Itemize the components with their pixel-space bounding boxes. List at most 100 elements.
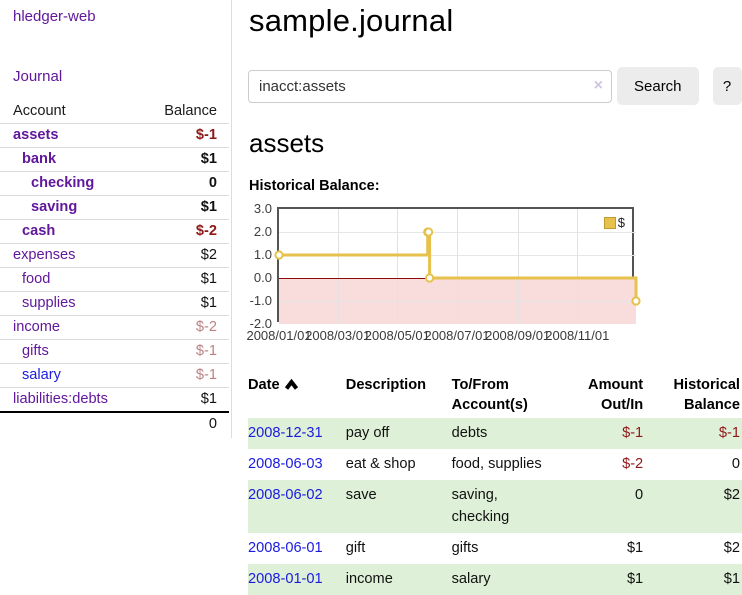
cell-description: gift <box>346 533 452 564</box>
gridline <box>457 209 458 324</box>
cell-balance-text: 0 <box>731 456 740 472</box>
transaction-date-link[interactable]: 2008-06-01 <box>248 540 323 556</box>
cell-description-text: pay off <box>345 425 390 441</box>
help-button[interactable]: ? <box>712 67 742 105</box>
search-input[interactable] <box>248 69 612 103</box>
account-row: checking 0 <box>0 171 229 195</box>
sidebar-divider <box>231 0 232 438</box>
account-tree-header: Account Balance <box>0 100 229 123</box>
account-balance: $-1 <box>195 127 217 143</box>
gridline <box>279 301 636 302</box>
account-balance: 0 <box>208 175 217 191</box>
register-row: 2008-01-01 income salary $1 $1 <box>248 564 742 595</box>
cell-amount: $1 <box>556 533 645 564</box>
cell-amount-text: $1 <box>626 571 644 587</box>
gridline <box>577 209 578 324</box>
cell-amount: $-1 <box>556 418 645 449</box>
cell-amount-text: $-2 <box>622 456 644 472</box>
account-link[interactable]: salary <box>22 367 61 383</box>
y-axis-label: 3.0 <box>253 201 272 216</box>
account-link[interactable]: food <box>22 271 51 287</box>
transaction-date-link[interactable]: 2008-01-01 <box>248 571 323 587</box>
column-header-amount: Amount Out/In <box>588 377 644 413</box>
column-header-date[interactable]: Date <box>248 373 346 418</box>
cell-amount: 0 <box>556 480 645 533</box>
account-link[interactable]: supplies <box>22 295 76 311</box>
account-link[interactable]: income <box>13 319 61 335</box>
cell-balance-text: $-1 <box>718 425 740 441</box>
account-heading: assets <box>249 128 325 158</box>
y-axis-label: 2.0 <box>253 224 272 239</box>
data-point-marker <box>425 273 435 283</box>
cell-date: 2008-01-01 <box>248 564 346 595</box>
column-header-balance: Historical Balance <box>673 377 740 413</box>
cell-accounts: gifts <box>452 533 557 564</box>
balance-line-series <box>274 227 641 306</box>
account-row: income $-2 <box>0 315 229 339</box>
x-axis-label: 2008/05/01 <box>364 328 430 343</box>
account-balance: $1 <box>200 271 217 287</box>
transaction-date-link[interactable]: 2008-06-02 <box>248 487 323 503</box>
register-row: 2008-06-02 save saving, checking 0 $2 <box>248 480 742 533</box>
register-row: 2008-06-03 eat & shop food, supplies $-2 0 <box>248 449 742 480</box>
account-balance: $1 <box>200 151 217 167</box>
account-link[interactable]: assets <box>13 127 59 143</box>
chart-plot: $ <box>274 207 641 324</box>
cell-balance: $1 <box>645 564 742 595</box>
gridline <box>397 209 398 324</box>
transaction-date-link[interactable]: 2008-12-31 <box>248 425 323 441</box>
x-axis-label: 2008/09/01 <box>485 328 551 343</box>
main-content: sample.journal × Search ? assets Histori… <box>246 0 742 595</box>
cell-date: 2008-06-03 <box>248 449 346 480</box>
account-row: saving $1 <box>0 195 229 219</box>
cell-accounts-text: saving, checking <box>451 487 510 525</box>
cell-balance: 0 <box>645 449 742 480</box>
balance-column-header: Balance <box>164 103 217 119</box>
account-link[interactable]: gifts <box>22 343 49 359</box>
account-row: supplies $1 <box>0 291 229 315</box>
cell-description-text: income <box>345 571 393 587</box>
x-axis-label: 2008/07/01 <box>424 328 490 343</box>
account-link[interactable]: liabilities:debts <box>13 391 108 407</box>
cell-amount-text: $-1 <box>622 425 644 441</box>
account-balance: $1 <box>200 199 217 215</box>
account-link[interactable]: expenses <box>13 247 76 263</box>
total-balance: 0 <box>208 416 217 432</box>
cell-accounts: food, supplies <box>452 449 557 480</box>
account-balance: $-2 <box>195 223 217 239</box>
app-brand-link[interactable]: hledger-web <box>13 8 96 25</box>
cell-amount-text: $1 <box>626 540 644 556</box>
cell-amount: $1 <box>556 564 645 595</box>
cell-accounts-text: gifts <box>451 540 479 556</box>
y-axis-label: 1.0 <box>253 247 272 262</box>
account-link[interactable]: checking <box>31 175 95 191</box>
transaction-date-link[interactable]: 2008-06-03 <box>248 456 323 472</box>
cell-date: 2008-06-01 <box>248 533 346 564</box>
sidebar-item-journal[interactable]: Journal <box>13 68 63 85</box>
cell-balance: $2 <box>645 533 742 564</box>
legend-swatch-icon <box>603 216 616 229</box>
x-axis-label: 2008/03/01 <box>305 328 371 343</box>
account-row: food $1 <box>0 267 229 291</box>
sort-caret-up-icon <box>284 378 299 394</box>
search-button[interactable]: Search <box>617 67 699 105</box>
account-link[interactable]: cash <box>22 223 56 239</box>
page-title: sample.journal <box>249 3 454 38</box>
cell-description: eat & shop <box>346 449 452 480</box>
account-column-header: Account <box>13 103 66 119</box>
cell-accounts: salary <box>452 564 557 595</box>
account-row: cash $-2 <box>0 219 229 243</box>
register-header-row: Date Description To/From Account(s) Amou… <box>248 373 742 418</box>
account-tree: Account Balance assets $-1 bank $1 checking 0… <box>0 100 229 435</box>
cell-date: 2008-06-02 <box>248 480 346 533</box>
account-balance: $-1 <box>195 343 217 359</box>
account-link[interactable]: bank <box>22 151 57 167</box>
y-axis-label: 0.0 <box>253 270 272 285</box>
data-point-marker <box>274 250 284 260</box>
clear-search-icon[interactable]: × <box>593 76 603 94</box>
account-link[interactable]: saving <box>31 199 78 215</box>
account-row: assets $-1 <box>0 123 229 147</box>
account-row: bank $1 <box>0 147 229 171</box>
register-row: 2008-12-31 pay off debts $-1 $-1 <box>248 418 742 449</box>
